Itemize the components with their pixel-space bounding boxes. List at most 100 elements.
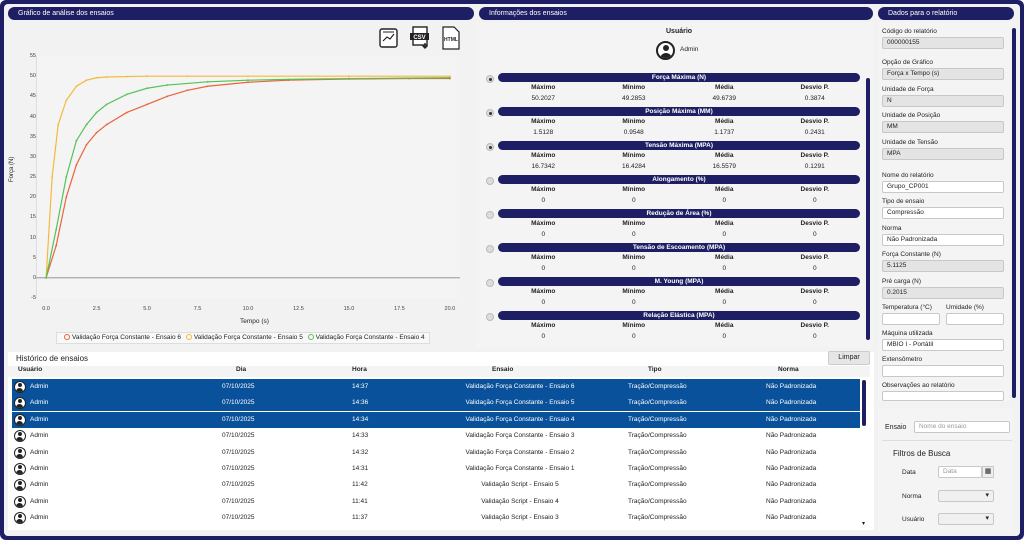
norma-input[interactable]: Não Padronizada <box>882 234 1004 246</box>
table-row[interactable]: Admin 07/10/2025 14:31 Validação Força Cons… <box>12 461 860 477</box>
legend-item: Validação Força Constante - Ensaio 6 <box>72 334 181 341</box>
table-row[interactable]: Admin 07/10/2025 14:33 Validação Força Cons… <box>12 428 860 444</box>
property-value: 0 <box>541 333 546 340</box>
table-cell: Validação Script - Ensaio 5 <box>481 481 559 489</box>
data-filter-input[interactable]: Data <box>938 466 982 478</box>
scroll-down-icon[interactable]: ▾ <box>862 521 866 527</box>
property-radio[interactable] <box>486 245 494 253</box>
table-cell: Não Padronizada <box>766 383 817 390</box>
table-cell: Admin <box>30 514 49 522</box>
property-value: 0.1291 <box>804 163 825 170</box>
property-radio[interactable] <box>486 177 494 185</box>
table-cell: Tração/Compressão <box>628 514 687 522</box>
table-row[interactable]: Admin 07/10/2025 14:34 Validação Força Cons… <box>12 411 860 428</box>
property-col-header: Média <box>715 118 734 125</box>
table-cell: 07/10/2025 <box>222 432 255 440</box>
x-tick-label: 7.5 <box>193 306 202 312</box>
property-value: 0 <box>812 333 817 340</box>
property-col-header: Média <box>715 84 734 91</box>
chart-export-icon[interactable] <box>378 26 400 50</box>
table-cell: Não Padronizada <box>766 514 817 522</box>
legend-item: Validação Força Constante - Ensaio 4 <box>315 334 425 341</box>
clear-button[interactable]: Limpar <box>828 351 870 365</box>
observacoes-input[interactable] <box>882 391 1004 401</box>
force-time-chart <box>36 56 460 298</box>
csv-export-icon[interactable]: CSV <box>410 26 432 50</box>
tipo-ensaio-input[interactable]: Compressão <box>882 207 1004 219</box>
data-point <box>247 79 249 82</box>
data-point <box>51 176 54 178</box>
nome-relatorio-input[interactable]: Grupo_CP001 <box>882 181 1004 193</box>
table-cell: Validação Força Constante - Ensaio 4 <box>465 415 575 423</box>
temperatura-input[interactable] <box>882 313 940 325</box>
data-point <box>449 75 451 78</box>
calendar-icon[interactable]: ▦ <box>982 466 994 478</box>
property-col-header: Máximo <box>531 322 556 329</box>
ensaio-filter-input[interactable]: Nome do ensaio <box>914 421 1010 433</box>
property-value-row: 0 0 0 0 <box>498 333 860 340</box>
table-cell: Admin <box>30 448 49 456</box>
col-dia: Dia <box>236 366 247 373</box>
extensometro-input[interactable] <box>882 365 1004 377</box>
table-row[interactable]: Admin 07/10/2025 11:42 Validação Script - E… <box>12 477 860 493</box>
table-cell: Não Padronizada <box>766 465 817 472</box>
property-value: 0 <box>722 333 727 340</box>
csv-export-text: CSV <box>413 35 425 41</box>
property-value: 0 <box>722 197 727 204</box>
property-radio[interactable] <box>486 313 494 321</box>
user-label: Usuário <box>666 28 693 35</box>
table-cell: Tração/Compressão <box>628 448 687 456</box>
ensaio-filter-label: Ensaio <box>885 424 907 431</box>
property-col-header: Média <box>715 322 734 329</box>
row-avatar-icon <box>14 397 26 410</box>
table-row[interactable]: Admin 07/10/2025 11:37 Validação Script - E… <box>12 510 860 526</box>
table-row[interactable]: Admin 07/10/2025 11:41 Validação Script - E… <box>12 494 860 510</box>
umidade-input[interactable] <box>946 313 1004 325</box>
property-block: M. Young (MPA) Máximo Mínimo Média Desvio P… <box>484 277 860 311</box>
data-point <box>348 77 350 80</box>
usuario-filter-select[interactable] <box>938 513 994 525</box>
property-header-row: Máximo Mínimo Média Desvio P. <box>498 220 860 227</box>
property-value: 0.3874 <box>804 95 825 102</box>
property-value: 16.4284 <box>622 163 646 170</box>
norma-filter-select[interactable] <box>938 490 994 502</box>
property-col-header: Desvio P. <box>800 186 829 193</box>
series-line <box>45 75 450 278</box>
property-title: Alongamento (%) <box>498 175 860 184</box>
property-radio[interactable] <box>486 279 494 287</box>
property-value: 0 <box>722 265 727 272</box>
table-cell: 14:33 <box>352 432 369 440</box>
property-value: 0 <box>541 197 546 204</box>
property-block: Relação Elástica (MPA) Máximo Mínimo Média… <box>484 311 860 345</box>
property-col-header: Média <box>715 152 734 159</box>
report-scrollbar[interactable] <box>1012 28 1016 398</box>
property-value: 0 <box>722 299 727 306</box>
property-col-header: Máximo <box>531 84 556 91</box>
table-row[interactable]: Admin 07/10/2025 14:32 Validação Força Cons… <box>12 445 860 461</box>
col-usuario: Usuário <box>18 366 43 373</box>
info-scrollbar[interactable] <box>866 78 870 340</box>
property-value: 0 <box>812 197 817 204</box>
history-scrollbar[interactable] <box>862 380 866 426</box>
property-radio[interactable] <box>486 109 494 117</box>
property-title: Posição Máxima (MM) <box>498 107 860 116</box>
property-radio[interactable] <box>486 75 494 83</box>
forca-constante-field: 5.1125 <box>882 260 1004 272</box>
html-export-icon[interactable]: HTML <box>440 26 462 50</box>
legend-marker-ensaio-6 <box>64 334 70 340</box>
data-point <box>186 89 189 92</box>
property-col-header: Desvio P. <box>800 288 829 295</box>
property-value: 0 <box>541 299 546 306</box>
table-row[interactable]: Admin 07/10/2025 14:36 Validação Força Cons… <box>12 395 860 412</box>
x-tick-label: 10.0 <box>242 306 254 312</box>
property-radio[interactable] <box>486 143 494 151</box>
property-radio[interactable] <box>486 211 494 219</box>
obs-label: Observações ao relatório <box>882 382 955 389</box>
property-value: 0 <box>722 231 727 238</box>
x-tick-label: 17.5 <box>394 306 405 312</box>
table-row[interactable]: Admin 07/10/2025 14:37 Validação Força Cons… <box>12 379 860 395</box>
data-point <box>247 81 249 84</box>
history-title: Histórico de ensaios <box>16 354 89 363</box>
maquina-input[interactable]: MBIO I - Portátil <box>882 339 1004 351</box>
table-cell: Admin <box>30 481 49 489</box>
